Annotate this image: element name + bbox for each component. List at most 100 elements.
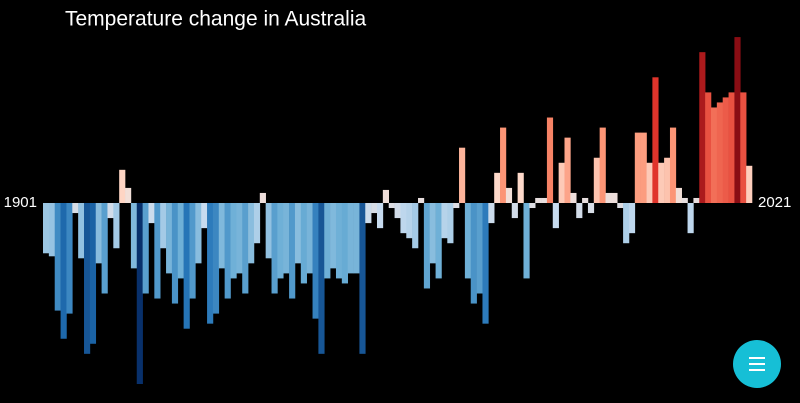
bar: [171, 203, 179, 304]
bar: [341, 203, 348, 284]
bar: [611, 192, 618, 203]
bar: [60, 203, 67, 339]
bar: [529, 203, 536, 209]
bar: [488, 203, 495, 224]
bar: [734, 37, 741, 204]
bar: [552, 203, 559, 229]
bar: [716, 102, 724, 203]
bar: [271, 203, 278, 294]
bar: [318, 203, 325, 354]
bar: [119, 169, 126, 203]
bar: [166, 203, 173, 274]
bar: [576, 203, 583, 219]
bar: [517, 172, 524, 203]
bar: [412, 203, 419, 249]
bar: [582, 197, 589, 203]
bar: [646, 162, 653, 203]
x-tick-label: 1901: [4, 194, 37, 211]
bar: [130, 203, 138, 269]
bar: [447, 203, 454, 244]
bar: [207, 203, 214, 324]
menu-icon: [749, 363, 765, 365]
bar: [43, 203, 50, 254]
bar: [72, 203, 79, 214]
bar: [230, 203, 237, 279]
bar: [476, 203, 483, 294]
bar: [306, 203, 313, 274]
bar: [728, 92, 735, 203]
bar: [136, 203, 143, 384]
bar: [224, 203, 231, 299]
bar: [113, 203, 120, 249]
bar: [558, 162, 565, 203]
bar: [429, 203, 436, 264]
bar: [406, 203, 413, 239]
bar: [587, 203, 595, 214]
bar: [605, 192, 612, 203]
bar: [201, 203, 208, 229]
bar: [740, 92, 747, 203]
bar: [312, 203, 319, 319]
bar: [78, 203, 85, 259]
bar: [359, 203, 366, 354]
bar: [681, 197, 688, 203]
bar: [177, 203, 184, 279]
bar: [500, 127, 507, 203]
bar: [687, 203, 694, 234]
bar: [283, 203, 290, 274]
bar: [523, 203, 530, 279]
bar: [435, 203, 442, 279]
bar: [195, 203, 202, 264]
bar: [464, 203, 472, 279]
bar: [652, 77, 659, 203]
bar: [400, 203, 407, 234]
chart-title: Temperature change in Australia: [65, 8, 366, 31]
bar: [294, 203, 302, 264]
bar: [89, 203, 97, 344]
bar: [453, 203, 460, 209]
bar: [142, 203, 149, 294]
bar: [699, 52, 706, 203]
bar: [746, 165, 753, 203]
bar: [640, 132, 647, 203]
bar: [183, 203, 190, 329]
bar: [423, 203, 431, 289]
bar: [101, 203, 108, 294]
bar: [324, 203, 331, 279]
bar: [418, 197, 425, 203]
menu-button[interactable]: [733, 340, 781, 388]
bar: [330, 203, 337, 269]
bar: [494, 172, 501, 203]
bar: [259, 192, 266, 203]
bar: [218, 203, 225, 269]
bar: [546, 117, 554, 203]
bar: [248, 203, 255, 264]
bar: [335, 203, 343, 279]
bar: [705, 92, 712, 203]
bar: [236, 203, 243, 274]
bar: [353, 203, 360, 274]
bar: [154, 203, 161, 299]
bar: [570, 192, 577, 203]
bar: [664, 157, 671, 203]
bar: [242, 203, 249, 294]
bar: [365, 203, 372, 224]
bar: [722, 97, 729, 203]
bar: [669, 127, 677, 203]
bar: [623, 203, 630, 244]
bar: [107, 203, 114, 219]
bar: [394, 203, 401, 219]
bar: [95, 203, 102, 264]
bar: [382, 189, 390, 203]
bar: [511, 203, 518, 219]
bar: [658, 162, 665, 203]
bar: [253, 203, 261, 244]
bar: [675, 187, 682, 203]
bar: [388, 203, 395, 209]
bar: [593, 157, 600, 203]
bar: [277, 203, 284, 279]
bar: [617, 203, 624, 209]
bar: [505, 187, 513, 203]
bar: [634, 132, 641, 203]
